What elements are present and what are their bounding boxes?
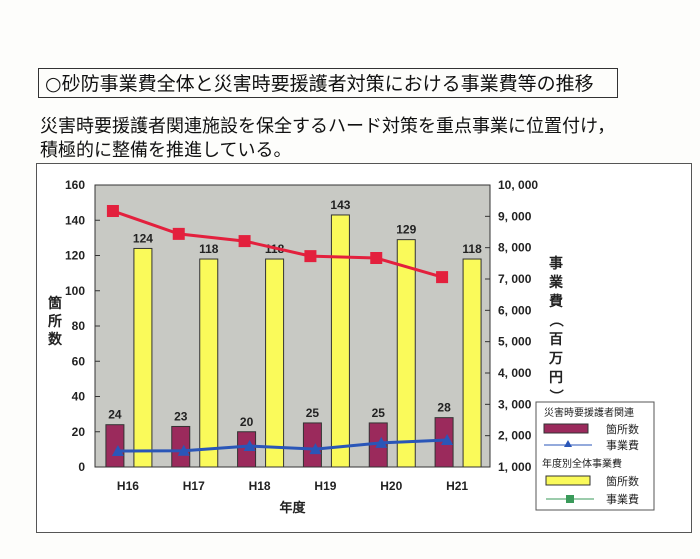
page-title: ○砂防事業費全体と災害時要援護者対策における事業費等の推移 [38,68,618,98]
bar-label: 24 [108,408,122,422]
left-tick-label: 80 [72,319,86,333]
right-axis-label: 費 [549,293,563,309]
left-tick-label: 120 [65,249,85,263]
legend-marker-shelter-cost [564,440,572,447]
left-tick-label: 160 [65,178,85,192]
left-tick-label: 40 [72,390,86,404]
bar-label: 28 [437,401,451,415]
right-axis-label: 業 [548,274,564,290]
bar-label: 129 [396,223,416,237]
legend-group1: 災害時要援護者関連 [544,406,634,419]
bar-total-count [330,214,350,468]
subtitle-line-1: 災害時要援護者関連施設を保全するハード対策を重点事業に位置付け， [40,116,616,137]
x-tick-label: H20 [380,479,402,493]
line-shelter-cost [117,438,448,453]
legend-label: 箇所数 [606,422,639,436]
right-axis-label: ） [548,389,564,403]
bar-label: 143 [330,198,350,212]
right-axis-label: 事 [549,255,563,271]
right-axis-label: 万 [548,350,563,366]
bar-label: 23 [174,409,188,423]
marker-total-cost [436,271,449,284]
bar-label: 25 [372,406,386,420]
bar-label: 118 [462,242,482,256]
marker-total-cost [370,252,383,265]
bar-shelter-count [302,422,322,468]
left-tick-label: 140 [65,213,85,227]
legend-swatch-total-count [545,475,591,486]
right-tick-label: 4, 000 [498,366,532,380]
right-tick-label: 7, 000 [498,272,532,286]
bar-total-count [265,258,285,468]
bar-label: 20 [240,415,254,429]
bar-total-count [462,258,482,468]
marker-shelter-cost [243,440,256,452]
marker-shelter-cost [309,443,322,455]
right-tick-label: 9, 000 [498,209,532,223]
marker-total-cost [238,235,251,248]
marker-shelter-cost [441,434,454,446]
marker-shelter-cost [375,436,388,448]
legend-marker-total-cost [566,495,574,503]
bar-label: 118 [199,242,219,256]
right-axis-label: （ [548,313,564,327]
marker-shelter-cost [177,444,190,456]
right-tick-label: 10, 000 [498,178,538,192]
marker-total-cost [304,250,317,263]
subtitle-line-2: 積極的に整備を推進している。 [40,140,292,161]
legend-box [535,401,655,511]
right-tick-label: 5, 000 [498,335,532,349]
right-axis-label: 円 [549,369,563,385]
bar-label: 124 [133,231,153,245]
left-axis-label: 所 [48,313,62,329]
left-axis-label: 数 [48,331,63,347]
legend-label: 事業費 [606,438,639,452]
right-axis-label: 百 [549,331,563,347]
x-tick-label: H18 [249,479,271,493]
right-tick-label: 8, 000 [498,241,532,255]
legend-label: 箇所数 [606,474,639,488]
bar-shelter-count [171,425,191,468]
left-tick-label: 60 [72,354,86,368]
x-tick-label: H17 [183,479,205,493]
right-tick-label: 1, 000 [498,460,532,474]
left-tick-label: 20 [72,425,86,439]
bar-label: 25 [306,406,320,420]
plot-area [94,184,491,468]
left-tick-label: 0 [78,460,85,474]
right-tick-label: 3, 000 [498,397,532,411]
line-total-cost [112,209,443,279]
x-tick-label: H16 [117,479,139,493]
x-tick-label: H21 [446,479,468,493]
bar-total-count [199,258,219,468]
legend-label: 事業費 [606,492,639,506]
legend-swatch-shelter-count [543,423,589,434]
marker-total-cost [106,205,119,218]
x-axis-label: 年度 [279,500,306,515]
bar-shelter-count [105,424,125,468]
x-tick-label: H19 [314,479,336,493]
marker-shelter-cost [111,445,124,457]
legend-group2: 年度別全体事業費 [542,457,622,470]
marker-total-cost [172,227,185,240]
right-tick-label: 2, 000 [498,429,532,443]
right-tick-label: 6, 000 [498,303,532,317]
bar-total-count [396,239,416,468]
left-tick-label: 100 [65,284,85,298]
left-axis-label: 箇 [48,295,62,311]
bar-total-count [133,247,153,468]
